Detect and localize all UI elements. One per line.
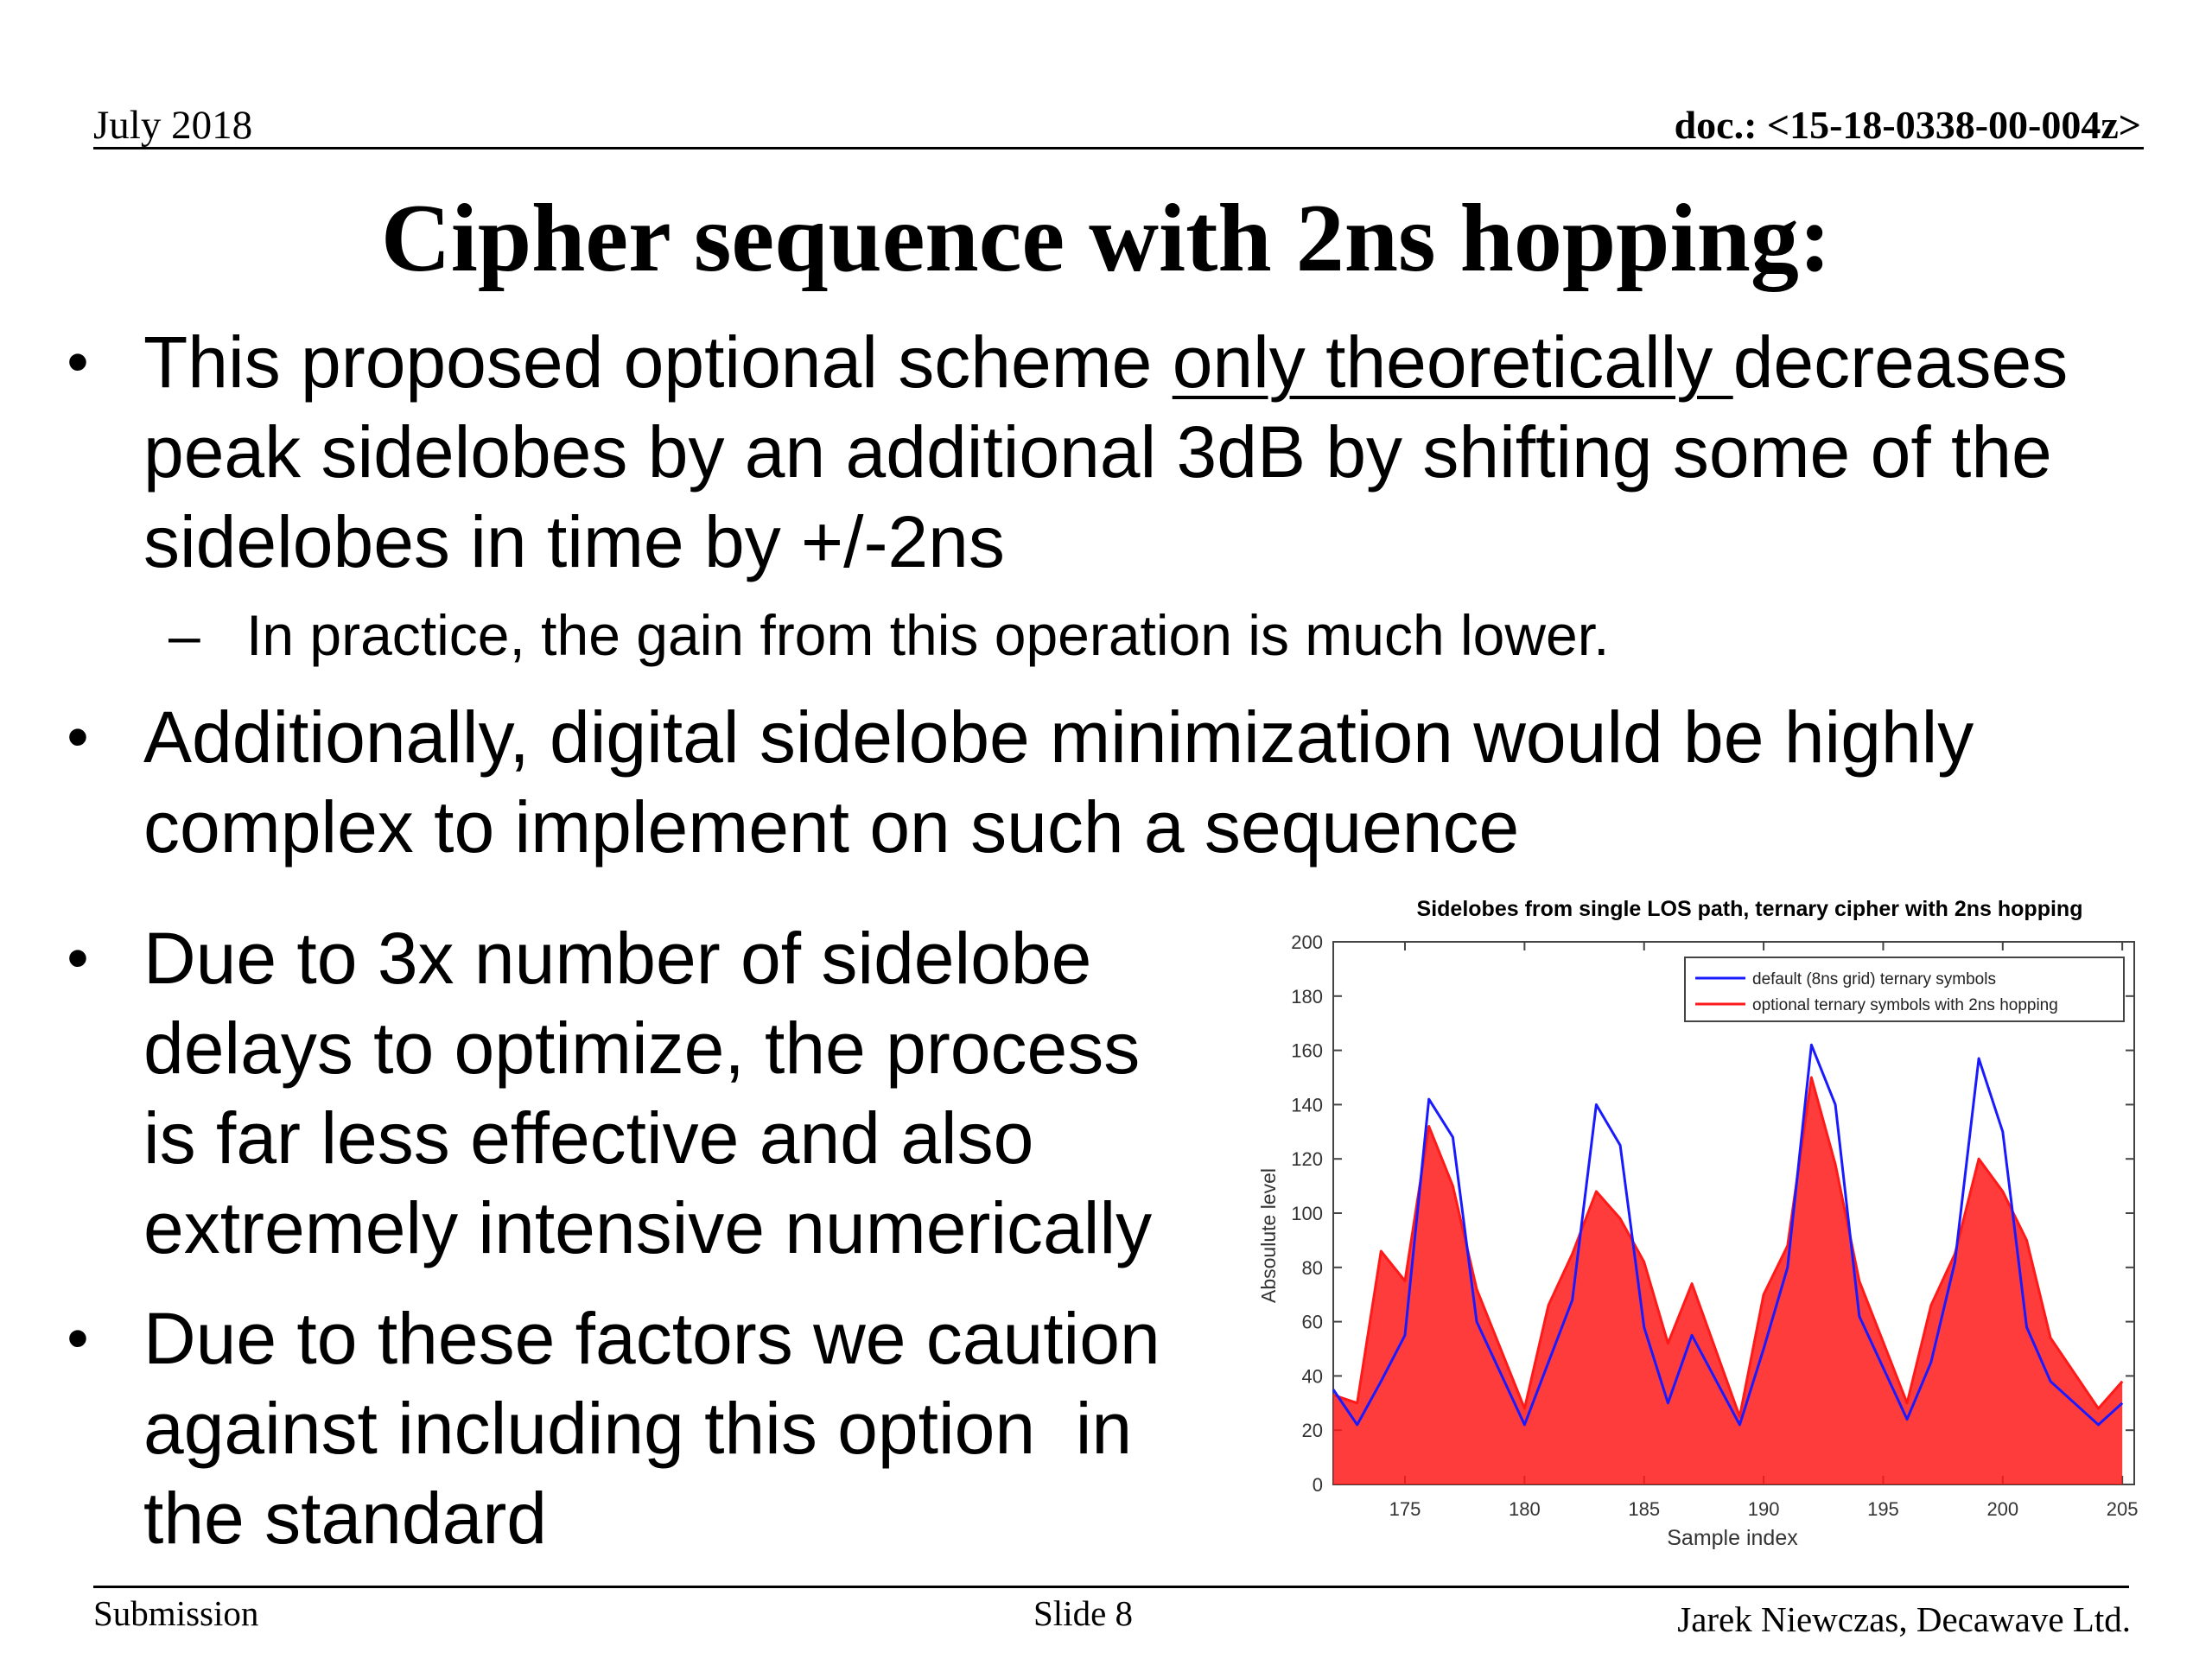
bullet-3-line-2: delays to optimize, the process — [143, 1007, 1141, 1089]
bullet-4-text: Due to these factors we caution against … — [143, 1294, 1160, 1563]
legend-label: optional ternary symbols with 2ns hoppin… — [1752, 996, 2058, 1014]
bullet-4-line-1: Due to these factors we caution — [143, 1298, 1160, 1379]
x-tick-label: 185 — [1628, 1498, 1660, 1520]
series-area-hopping — [1333, 1077, 2123, 1484]
y-tick-label: 100 — [1291, 1203, 1323, 1224]
x-tick-label: 205 — [2107, 1498, 2139, 1520]
y-tick-label: 40 — [1302, 1365, 1323, 1387]
legend-box — [1684, 957, 2125, 1022]
y-tick-label: 180 — [1291, 986, 1323, 1007]
x-tick-label: 200 — [1986, 1498, 2018, 1520]
chart-title: Sidelobes from single LOS path, ternary … — [1417, 897, 2083, 921]
footer-submission: Submission — [93, 1593, 259, 1633]
header-date: July 2018 — [93, 103, 253, 148]
x-axis-label: Sample index — [1667, 1526, 1798, 1550]
y-tick-label: 80 — [1302, 1257, 1323, 1279]
y-axis-label: Absoulute level — [1257, 1168, 1280, 1303]
bullet-2-line-2: complex to implement on such a sequence — [143, 786, 1520, 868]
sub-bullet-1-marker: – — [168, 603, 200, 667]
bullet-1-marker: • — [67, 327, 89, 397]
y-tick-label: 60 — [1302, 1312, 1323, 1333]
y-tick-label: 200 — [1291, 931, 1323, 953]
series-line-hopping — [1332, 1076, 2124, 1418]
bullet-1-line-3: sidelobes in time by +/-2ns — [143, 501, 1005, 582]
y-tick-label: 160 — [1291, 1040, 1323, 1062]
sub-bullet-1-text: In practice, the gain from this operatio… — [246, 603, 1610, 667]
x-tick-label: 190 — [1748, 1498, 1780, 1520]
x-tick-label: 175 — [1389, 1498, 1421, 1520]
bullet-1-line-1b: decreases — [1732, 321, 2069, 403]
bullet-1-line-2: peak sidelobes by an additional 3dB by s… — [143, 411, 2052, 493]
bullet-2-text: Additionally, digital sidelobe minimizat… — [143, 692, 1974, 872]
x-tick-label: 180 — [1509, 1498, 1541, 1520]
bullet-3-text: Due to 3x number of sidelobe delays to o… — [143, 913, 1152, 1273]
bullet-2-line-1: Additionally, digital sidelobe minimizat… — [143, 696, 1974, 778]
header-doc-id: doc.: <15-18-0338-00-004z> — [1674, 103, 2141, 147]
legend-label: default (8ns grid) ternary symbols — [1752, 970, 1996, 988]
x-tick-label: 195 — [1867, 1498, 1899, 1520]
bullet-3-line-1: Due to 3x number of sidelobe — [143, 918, 1092, 999]
slide-title: Cipher sequence with 2ns hopping: — [380, 185, 1832, 292]
bullet-3-marker: • — [67, 924, 89, 993]
y-tick-label: 120 — [1291, 1148, 1323, 1170]
y-tick-label: 0 — [1313, 1474, 1323, 1496]
bullet-4-line-2: against including this option in — [143, 1388, 1133, 1469]
bullet-4-line-3: the standard — [143, 1478, 548, 1559]
footer-rule — [93, 1586, 2129, 1588]
bullet-1-text: This proposed optional scheme only theor… — [143, 317, 2068, 587]
bullet-4-marker: • — [67, 1304, 89, 1373]
bullet-3-line-3: is far less effective and also — [143, 1097, 1034, 1179]
sidelobe-chart: Sidelobes from single LOS path, ternary … — [1257, 897, 2139, 1550]
footer-slide-number: Slide 8 — [1033, 1593, 1134, 1633]
bullet-2-marker: • — [67, 702, 89, 772]
series-line-default — [1332, 1043, 2124, 1427]
header-rule — [93, 147, 2144, 149]
y-tick-label: 140 — [1291, 1094, 1323, 1116]
footer-author: Jarek Niewczas, Decawave Ltd. — [1677, 1599, 2131, 1639]
plot-area: 175 180 185 190 195 200 205 0 20 40 60 80 100 120 140 1… — [1291, 931, 2138, 1520]
bullet-1-line-1a: This proposed optional scheme — [143, 321, 1173, 403]
bullet-1-underlined: only theoretically — [1172, 321, 1733, 403]
bullet-3-line-4: extremely intensive numerically — [143, 1187, 1153, 1268]
y-tick-label: 20 — [1302, 1420, 1323, 1441]
